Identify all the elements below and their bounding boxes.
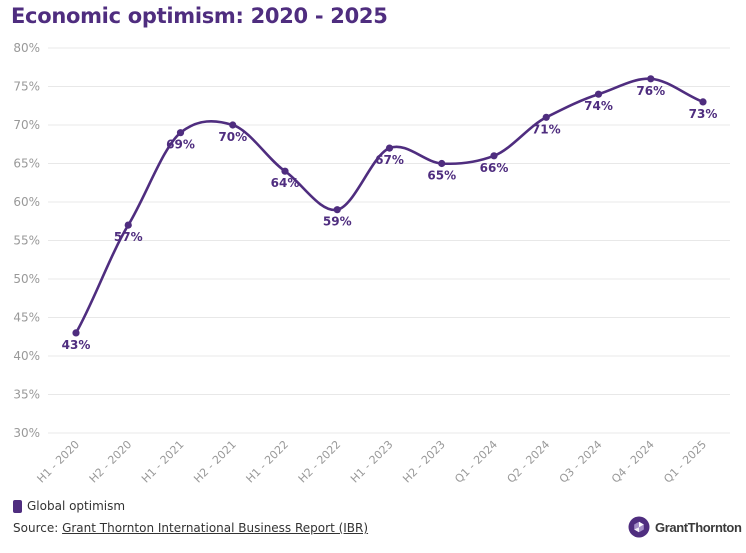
data-label: 70% (218, 130, 247, 144)
legend: Global optimism (13, 499, 125, 513)
x-tick-label: H2 - 2020 (87, 438, 135, 486)
data-label: 71% (532, 122, 561, 136)
data-label: 74% (584, 99, 613, 113)
chart-title: Economic optimism: 2020 - 2025 (11, 4, 388, 28)
source-prefix: Source: (13, 521, 63, 535)
x-axis-ticks: H1 - 2020 H2 - 2020 H1 - 2021 H2 - 2021 H1 -… (35, 438, 710, 486)
y-tick-label: 70% (13, 118, 40, 132)
y-tick-label: 30% (13, 426, 40, 440)
data-points (72, 75, 707, 337)
y-axis-ticks: 30% 35% 40% 45% 50% 55% 60% 65% 70% 75% 80% (13, 41, 40, 440)
series-line-global-optimism (74, 77, 705, 335)
data-point (490, 152, 498, 160)
y-tick-label: 80% (13, 41, 40, 55)
x-tick-label: H1 - 2021 (139, 438, 187, 486)
x-tick-label: Q3 - 2024 (557, 438, 605, 486)
x-tick-label: H1 - 2020 (35, 438, 83, 486)
x-tick-label: H2 - 2021 (191, 438, 239, 486)
y-tick-label: 45% (13, 311, 40, 325)
data-point (333, 206, 341, 214)
grid-lines (48, 47, 730, 434)
data-point (385, 144, 394, 152)
data-point (438, 159, 446, 168)
data-point (72, 329, 80, 337)
x-tick-label: Q1 - 2025 (661, 438, 709, 486)
data-point (542, 113, 550, 121)
data-point (176, 129, 185, 137)
y-tick-label: 35% (13, 388, 40, 402)
y-tick-label: 40% (13, 349, 40, 363)
data-label: 65% (427, 169, 456, 183)
x-tick-label: H1 - 2022 (244, 438, 292, 486)
x-tick-label: H2 - 2022 (296, 438, 344, 486)
data-label: 64% (271, 176, 300, 190)
data-labels: 43% 57% 69% 70% 64% 59% 67% 65% 66% 71% 74% 76% 73% (62, 84, 718, 352)
line-chart: 30% 35% 40% 45% 50% 55% 60% 65% 70% 75% 80% H1 - 2… (13, 41, 730, 486)
x-tick-label: Q2 - 2024 (505, 438, 553, 486)
x-tick-label: H1 - 2023 (348, 438, 396, 486)
y-tick-label: 60% (13, 195, 40, 209)
data-point (699, 98, 707, 106)
data-point (229, 121, 237, 129)
data-label: 43% (62, 338, 91, 352)
data-label: 59% (323, 215, 352, 229)
x-tick-label: Q1 - 2024 (452, 438, 500, 486)
data-point (594, 90, 603, 98)
x-tick-label: H2 - 2023 (400, 438, 448, 486)
data-label: 69% (166, 138, 195, 152)
logo-text: GrantThornton (655, 519, 742, 535)
data-point (281, 167, 289, 175)
data-label: 57% (114, 230, 143, 244)
y-tick-label: 75% (13, 80, 40, 94)
y-tick-label: 55% (13, 234, 40, 248)
source-note: Source: Grant Thornton International Bus… (13, 521, 368, 535)
grant-thornton-logo: GrantThornton (628, 516, 742, 538)
data-point (124, 221, 132, 229)
data-label: 73% (689, 107, 718, 121)
data-label: 67% (375, 153, 404, 167)
legend-swatch (13, 499, 22, 513)
y-tick-label: 50% (13, 272, 40, 286)
logo-mark-icon (628, 516, 650, 538)
data-label: 66% (480, 161, 509, 175)
source-link[interactable]: Grant Thornton International Business Re… (62, 521, 369, 535)
data-point (647, 75, 655, 83)
y-tick-label: 65% (13, 157, 40, 171)
data-label: 76% (636, 84, 665, 98)
legend-label: Global optimism (27, 499, 126, 513)
x-tick-label: Q4 - 2024 (609, 438, 657, 486)
